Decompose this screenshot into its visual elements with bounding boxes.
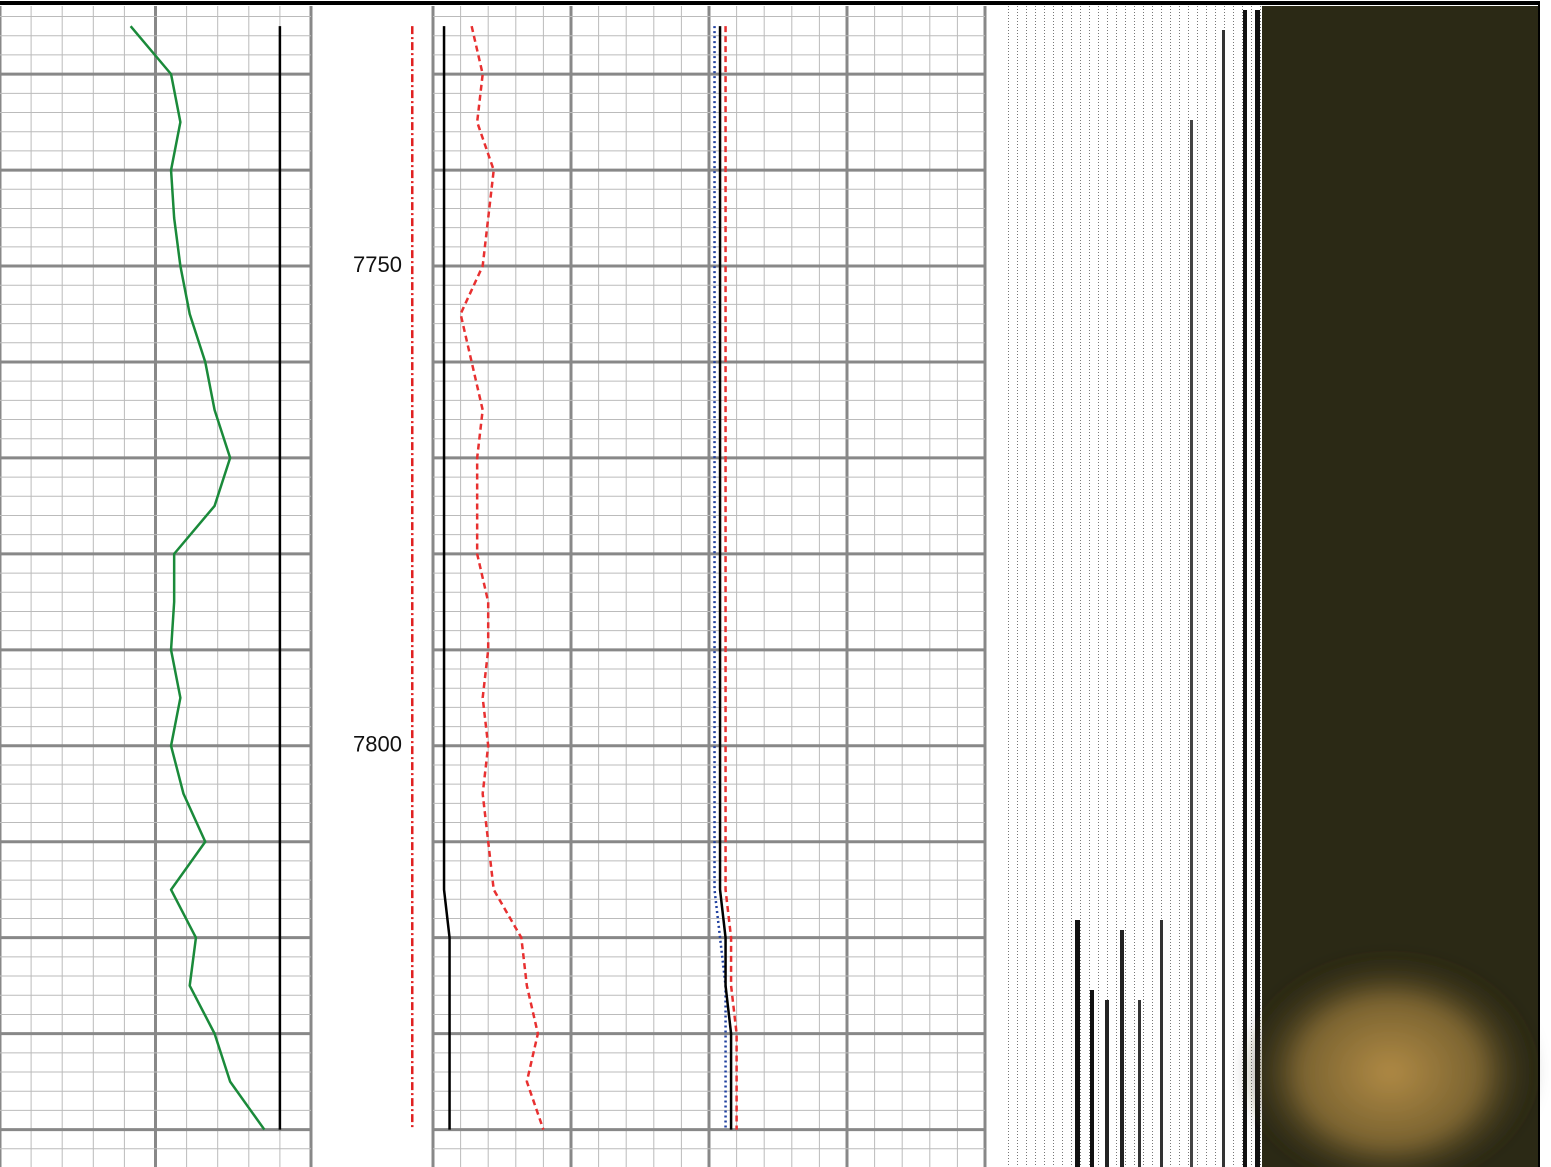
depth-label: 7750 bbox=[353, 252, 402, 277]
vdl-track bbox=[1000, 6, 1262, 1167]
log-curve bbox=[713, 26, 727, 1130]
curves bbox=[129, 25, 738, 1131]
log-curve bbox=[129, 25, 266, 1131]
log-curve bbox=[459, 25, 545, 1130]
image-track bbox=[1240, 6, 1540, 1167]
log-curve bbox=[442, 26, 451, 1130]
log-curve bbox=[718, 26, 733, 1130]
grid: 7750 7800 bbox=[0, 6, 987, 1167]
depth-label: 7800 bbox=[353, 732, 402, 757]
log-curve bbox=[724, 26, 738, 1130]
